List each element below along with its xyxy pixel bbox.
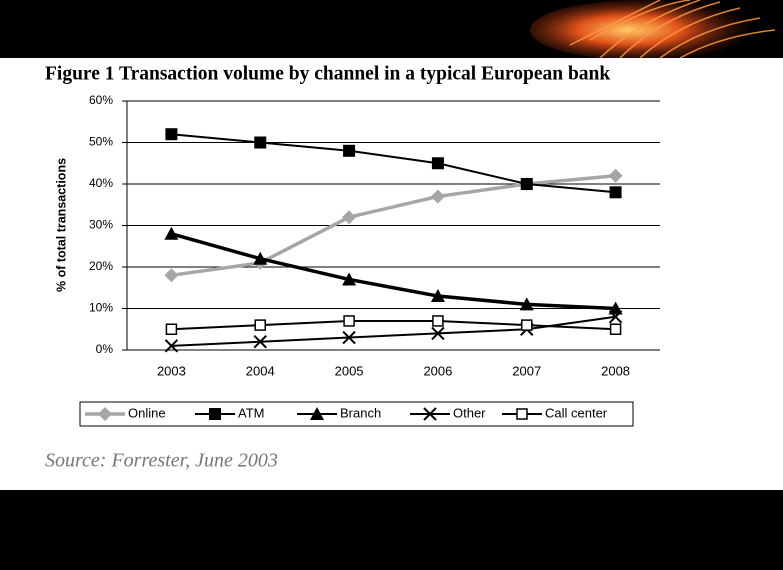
- x-tick-label: 2004: [246, 363, 275, 378]
- y-tick-label: 60%: [89, 93, 113, 107]
- y-tick-label: 30%: [89, 218, 113, 232]
- y-tick-label: 10%: [89, 301, 113, 315]
- data-point: [520, 178, 533, 190]
- source-note: Source: Forrester, June 2003: [45, 450, 278, 472]
- series-line: [171, 315, 616, 347]
- y-tick-label: 40%: [89, 176, 113, 190]
- data-point: [343, 144, 356, 157]
- data-point: [253, 251, 268, 265]
- data-point: [521, 319, 533, 331]
- data-point: [432, 315, 444, 327]
- data-point: [342, 330, 356, 345]
- data-point: [253, 334, 267, 349]
- decoration: [530, 0, 776, 60]
- data-point: [165, 128, 178, 141]
- data-point: [342, 210, 357, 225]
- legend-label: Other: [453, 405, 486, 420]
- data-point: [608, 310, 623, 324]
- data-point: [165, 323, 178, 335]
- legend-label: ATM: [238, 405, 264, 420]
- data-point: [254, 319, 266, 331]
- legend-marker: [423, 407, 437, 421]
- legend-marker: [310, 407, 324, 420]
- data-point: [431, 326, 445, 341]
- series-line: [171, 133, 616, 194]
- legend-marker: [516, 408, 528, 420]
- data-point: [430, 289, 445, 303]
- data-point: [164, 268, 179, 283]
- data-point: [431, 157, 444, 170]
- data-point: [343, 315, 355, 327]
- y-tick-label: 0%: [96, 342, 114, 356]
- data-point: [608, 168, 623, 183]
- x-tick-label: 2007: [512, 363, 541, 378]
- data-point: [608, 301, 623, 315]
- series-line: [171, 173, 616, 278]
- series-line: [170, 232, 616, 311]
- y-axis-label: % of total transactions: [54, 158, 68, 292]
- x-tick-label: 2005: [335, 363, 364, 378]
- data-point: [519, 297, 534, 311]
- x-tick-label: 2003: [157, 363, 186, 378]
- legend-marker: [209, 408, 221, 420]
- data-point: [164, 226, 179, 240]
- legend-label: Call center: [545, 405, 608, 420]
- data-point: [609, 186, 622, 199]
- y-tick-label: 20%: [89, 259, 113, 273]
- legend-box: [79, 401, 634, 427]
- y-tick-label: 50%: [89, 135, 113, 149]
- data-point: [342, 272, 357, 286]
- legend-label: Online: [128, 405, 166, 420]
- x-tick-label: 2008: [601, 363, 630, 378]
- data-point: [164, 339, 179, 353]
- x-tick-label: 2006: [423, 363, 452, 378]
- series-line: [171, 319, 616, 331]
- data-point: [430, 189, 445, 204]
- data-point: [254, 136, 267, 149]
- data-point: [609, 323, 622, 335]
- legend-label: Branch: [340, 405, 381, 420]
- legend-marker: [98, 407, 112, 421]
- chart-title: Figure 1 Transaction volume by channel i…: [45, 63, 610, 84]
